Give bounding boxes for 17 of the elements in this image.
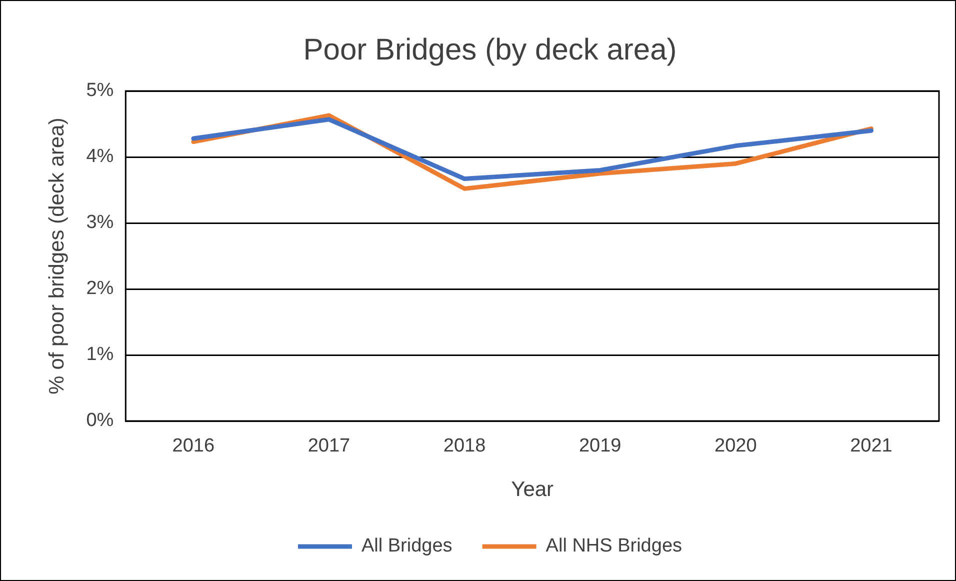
y-tick-label: 2% — [86, 278, 114, 300]
legend-label: All Bridges — [361, 536, 452, 557]
y-tick-label: 3% — [86, 212, 114, 234]
y-tick-label: 4% — [86, 146, 114, 168]
x-tick-label: 2020 — [714, 436, 757, 457]
y-tick-label: 5% — [86, 80, 114, 102]
y-tick-label: 0% — [86, 410, 114, 432]
x-tick-label: 2018 — [443, 436, 486, 457]
x-tick-label: 2021 — [850, 436, 892, 457]
x-tick-label: 2016 — [172, 436, 215, 457]
y-axis-title: % of poor bridges (deck area) — [45, 118, 68, 394]
chart-title: Poor Bridges (by deck area) — [303, 33, 677, 66]
y-tick-label: 1% — [86, 344, 114, 366]
x-tick-label: 2019 — [578, 436, 622, 457]
x-tick-label: 2017 — [308, 436, 350, 457]
legend-label: All NHS Bridges — [546, 536, 682, 557]
x-axis-title: Year — [511, 478, 554, 502]
